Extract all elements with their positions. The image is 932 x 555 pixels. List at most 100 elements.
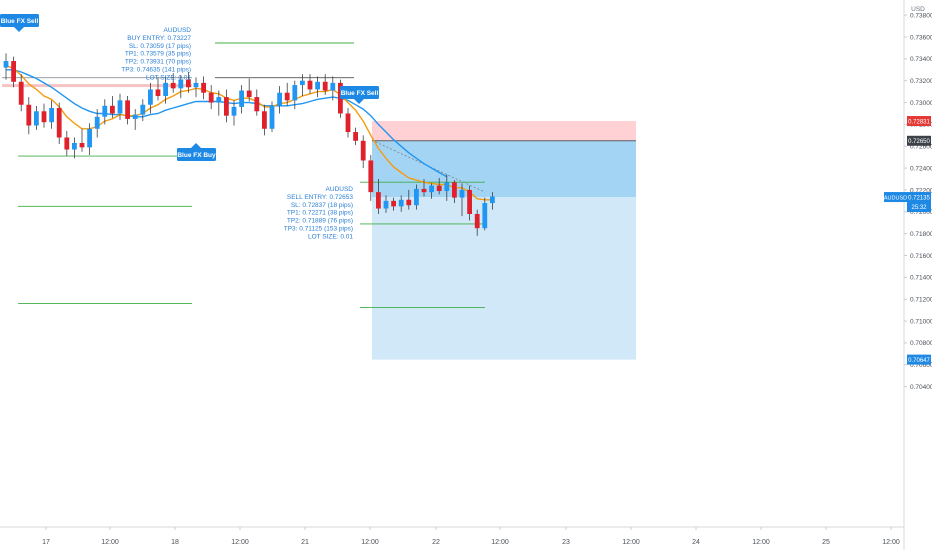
candle[interactable] xyxy=(482,197,488,231)
candle[interactable] xyxy=(398,195,404,212)
candle[interactable] xyxy=(140,99,146,122)
candle[interactable] xyxy=(178,75,184,99)
candle-body xyxy=(452,182,457,198)
candle[interactable] xyxy=(239,85,244,114)
candle[interactable] xyxy=(315,76,320,98)
candle-body xyxy=(132,114,138,119)
buy-trade-info-line: TP3: 0.74635 (141 pips) xyxy=(121,67,191,74)
candle[interactable] xyxy=(11,56,16,88)
candle[interactable] xyxy=(360,135,366,169)
sell-trade-info-line: TP3: 0.71125 (153 pips) xyxy=(284,226,353,233)
candle-body xyxy=(345,113,351,133)
candle[interactable] xyxy=(467,185,472,221)
candle[interactable] xyxy=(383,195,389,213)
sell-trade-info-line: AUDUSD xyxy=(326,186,354,193)
signal-label-text: Blue FX Sell xyxy=(1,18,39,25)
signal-label[interactable]: Blue FX Sell xyxy=(0,14,39,32)
signal-labels[interactable]: Blue FX Sell Blue FX Buy Blue FX Sell xyxy=(0,14,379,161)
price-tick-label: 0.72200 xyxy=(910,187,932,194)
candle[interactable] xyxy=(414,184,419,210)
buy-trade-info-line: TP2: 0.73931 (70 pips) xyxy=(125,59,191,66)
candle[interactable] xyxy=(452,180,457,204)
signal-label[interactable]: Blue FX Sell xyxy=(340,86,379,104)
candle[interactable] xyxy=(18,74,24,112)
candle[interactable] xyxy=(49,100,54,129)
candle[interactable] xyxy=(444,174,450,201)
candle[interactable] xyxy=(421,179,427,197)
candle-body xyxy=(11,61,16,82)
candle[interactable] xyxy=(3,53,9,80)
candle[interactable] xyxy=(208,85,214,110)
candle[interactable] xyxy=(117,93,123,121)
price-tick-label: 0.72600 xyxy=(910,144,932,151)
candle[interactable] xyxy=(125,95,130,125)
signal-label-box xyxy=(340,86,379,99)
candle[interactable] xyxy=(231,100,237,126)
candle[interactable] xyxy=(132,109,138,130)
candle[interactable] xyxy=(193,77,199,98)
candle-body xyxy=(383,200,389,209)
candle[interactable] xyxy=(216,90,222,116)
candle[interactable] xyxy=(292,80,298,110)
candle[interactable] xyxy=(201,76,206,100)
candle[interactable] xyxy=(79,128,85,152)
signal-label-text: Blue FX Sell xyxy=(341,90,379,97)
candle[interactable] xyxy=(277,86,282,114)
candle[interactable] xyxy=(459,183,465,217)
candle-body xyxy=(163,82,168,96)
candle-body xyxy=(262,111,267,129)
candle[interactable] xyxy=(300,74,305,96)
stop-loss-zone xyxy=(372,121,636,141)
candle-body xyxy=(246,90,252,98)
candle[interactable] xyxy=(353,127,358,146)
candle[interactable] xyxy=(170,73,176,93)
signal-label[interactable]: Blue FX Buy xyxy=(177,143,216,161)
candle[interactable] xyxy=(391,197,396,211)
candle[interactable] xyxy=(94,109,100,138)
candle[interactable] xyxy=(376,179,381,214)
time-tick-label: 23 xyxy=(562,539,570,546)
time-axis[interactable]: 17 12:00 18 12:00 21 12:00 22 12:00 23 12:00 24 12:… xyxy=(0,526,904,546)
candle[interactable] xyxy=(284,82,290,106)
candle[interactable] xyxy=(436,177,442,195)
candle[interactable] xyxy=(148,82,153,114)
candle[interactable] xyxy=(490,192,495,210)
candle[interactable] xyxy=(155,77,161,101)
candle[interactable] xyxy=(254,89,260,116)
price-tick-label: 0.70600 xyxy=(910,362,932,369)
candle[interactable] xyxy=(186,71,191,93)
candle[interactable] xyxy=(345,108,351,138)
price-tick-label: 0.70800 xyxy=(910,340,932,347)
candle[interactable] xyxy=(474,209,480,236)
candle[interactable] xyxy=(110,95,115,118)
candle[interactable] xyxy=(322,74,328,95)
candle[interactable] xyxy=(269,101,275,133)
candle[interactable] xyxy=(330,76,336,101)
candle-body xyxy=(79,142,85,148)
candle[interactable] xyxy=(26,97,32,135)
candle[interactable] xyxy=(64,130,70,157)
candle[interactable] xyxy=(56,102,62,145)
candle[interactable] xyxy=(87,123,92,155)
candle[interactable] xyxy=(406,189,412,210)
candle[interactable] xyxy=(34,105,39,130)
candle[interactable] xyxy=(368,154,374,201)
time-tick-label: 12:00 xyxy=(231,539,249,546)
candle[interactable] xyxy=(246,78,252,102)
candle-body xyxy=(155,89,161,96)
candle[interactable] xyxy=(262,104,267,136)
candle[interactable] xyxy=(307,74,313,94)
symbol-badge xyxy=(884,192,907,203)
candle[interactable] xyxy=(41,103,47,128)
candle-body xyxy=(216,97,222,103)
candle[interactable] xyxy=(429,183,434,199)
candle[interactable] xyxy=(224,89,229,123)
candle[interactable] xyxy=(72,137,77,159)
candle[interactable] xyxy=(102,99,108,125)
candle-body xyxy=(436,185,442,192)
candle[interactable] xyxy=(163,76,168,104)
